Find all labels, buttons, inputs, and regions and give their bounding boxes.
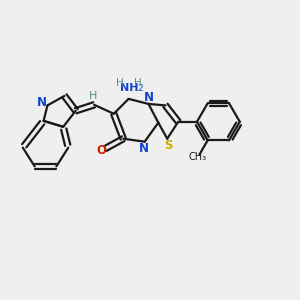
Text: NH: NH <box>120 83 138 94</box>
Text: H: H <box>89 91 98 101</box>
Text: O: O <box>96 144 106 158</box>
Text: N: N <box>37 96 46 109</box>
Text: 2: 2 <box>137 84 143 93</box>
Text: H: H <box>134 78 141 88</box>
Text: N: N <box>139 142 149 155</box>
Text: S: S <box>164 139 173 152</box>
Text: CH₃: CH₃ <box>189 152 207 162</box>
Text: N: N <box>144 91 154 104</box>
Text: H: H <box>116 78 124 88</box>
